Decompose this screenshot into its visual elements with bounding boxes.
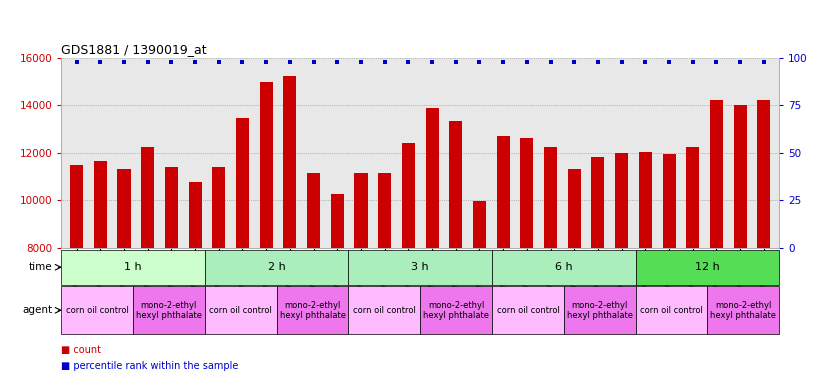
Bar — [734, 105, 747, 384]
Bar — [118, 169, 131, 384]
Bar — [492, 250, 636, 285]
Text: ■ count: ■ count — [61, 345, 101, 355]
Bar — [544, 147, 557, 384]
Bar — [283, 76, 296, 384]
Bar — [420, 286, 492, 334]
Bar — [165, 167, 178, 384]
Bar — [212, 167, 225, 384]
Bar — [663, 154, 676, 384]
Text: corn oil control: corn oil control — [496, 306, 560, 315]
Bar — [473, 202, 486, 384]
Bar — [426, 108, 439, 384]
Bar — [307, 174, 320, 384]
Bar — [354, 173, 367, 384]
Bar — [236, 118, 249, 384]
Bar — [710, 100, 723, 384]
Text: 6 h: 6 h — [555, 262, 573, 272]
Bar — [636, 286, 707, 334]
Bar — [70, 165, 83, 384]
Text: 1 h: 1 h — [124, 262, 142, 272]
Bar — [757, 100, 770, 384]
Bar — [61, 286, 133, 334]
Text: mono-2-ethyl
hexyl phthalate: mono-2-ethyl hexyl phthalate — [567, 301, 632, 320]
Text: mono-2-ethyl
hexyl phthalate: mono-2-ethyl hexyl phthalate — [424, 301, 489, 320]
Bar — [259, 82, 273, 384]
Bar — [564, 286, 636, 334]
Bar — [348, 250, 492, 285]
Bar — [277, 286, 348, 334]
Text: corn oil control: corn oil control — [640, 306, 703, 315]
Bar — [61, 250, 205, 285]
Bar — [707, 286, 779, 334]
Bar — [205, 286, 277, 334]
Text: corn oil control: corn oil control — [353, 306, 416, 315]
Bar — [615, 153, 628, 384]
Bar — [133, 286, 205, 334]
Text: mono-2-ethyl
hexyl phthalate: mono-2-ethyl hexyl phthalate — [280, 301, 345, 320]
Text: agent: agent — [23, 305, 52, 315]
Bar — [497, 136, 510, 384]
Text: corn oil control: corn oil control — [65, 306, 129, 315]
Bar — [330, 194, 344, 384]
Bar — [378, 173, 391, 384]
Bar — [636, 250, 779, 285]
Bar — [686, 147, 699, 384]
Text: 2 h: 2 h — [268, 262, 286, 272]
Text: 3 h: 3 h — [411, 262, 429, 272]
Text: mono-2-ethyl
hexyl phthalate: mono-2-ethyl hexyl phthalate — [711, 301, 776, 320]
Bar — [639, 152, 652, 384]
Text: 12 h: 12 h — [695, 262, 720, 272]
Bar — [450, 121, 463, 384]
Text: mono-2-ethyl
hexyl phthalate: mono-2-ethyl hexyl phthalate — [136, 301, 202, 320]
Bar — [94, 161, 107, 384]
Bar — [141, 147, 154, 384]
Bar — [492, 286, 564, 334]
Bar — [188, 182, 202, 384]
Bar — [205, 250, 348, 285]
Text: time: time — [29, 262, 52, 272]
Text: GDS1881 / 1390019_at: GDS1881 / 1390019_at — [61, 43, 206, 56]
Bar — [401, 142, 415, 384]
Text: corn oil control: corn oil control — [209, 306, 273, 315]
Text: ■ percentile rank within the sample: ■ percentile rank within the sample — [61, 361, 238, 371]
Bar — [568, 169, 581, 384]
Bar — [348, 286, 420, 334]
Bar — [592, 157, 605, 384]
Bar — [521, 138, 534, 384]
